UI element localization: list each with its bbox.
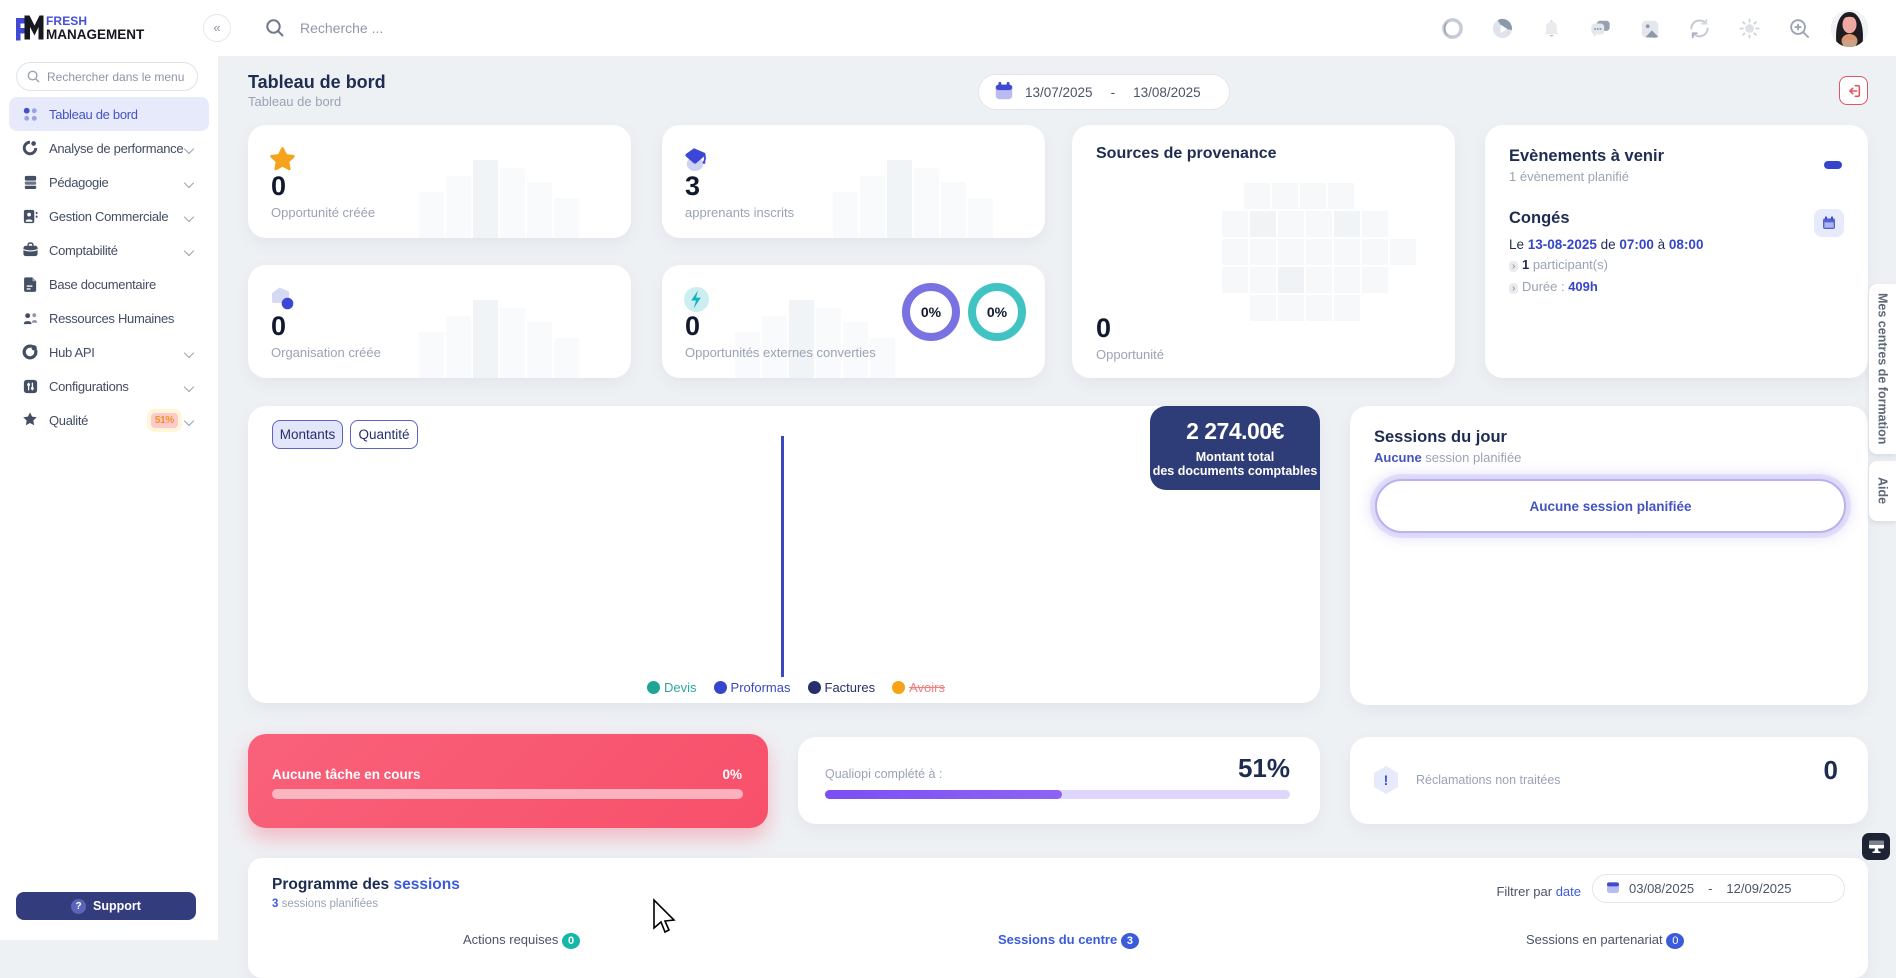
svg-text:!: ! bbox=[1384, 772, 1389, 788]
